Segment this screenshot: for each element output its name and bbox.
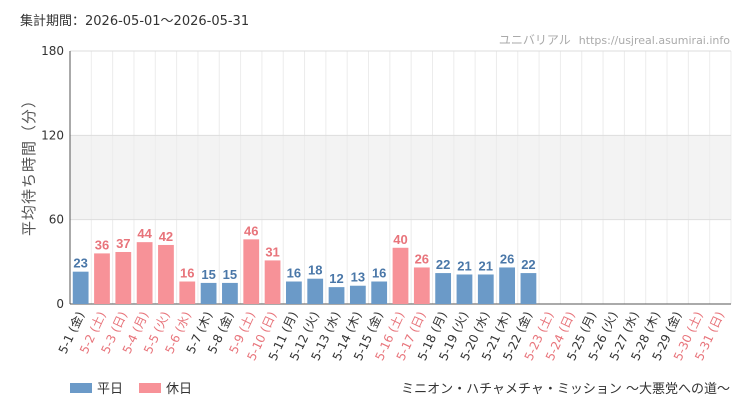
bar bbox=[285, 281, 302, 304]
bar bbox=[392, 247, 409, 304]
y-tick-label: 120 bbox=[41, 128, 64, 142]
bar bbox=[179, 281, 196, 304]
bar-value-label: 16 bbox=[287, 266, 301, 281]
site-url: https://usjreal.asumirai.info bbox=[578, 34, 730, 47]
bar bbox=[328, 287, 345, 304]
bar bbox=[349, 285, 366, 304]
bar bbox=[115, 251, 132, 304]
bar bbox=[520, 273, 537, 304]
bar-value-label: 26 bbox=[415, 251, 429, 266]
bar-value-label: 13 bbox=[351, 270, 365, 285]
legend-weekday-swatch bbox=[70, 382, 92, 393]
bar-value-label: 15 bbox=[201, 267, 215, 282]
bar bbox=[456, 274, 473, 304]
bar-value-label: 18 bbox=[308, 263, 322, 278]
bar-value-label: 26 bbox=[500, 251, 514, 266]
bar-value-label: 22 bbox=[436, 257, 450, 272]
bar bbox=[413, 267, 430, 304]
bar bbox=[158, 244, 174, 304]
bar bbox=[371, 281, 388, 304]
bar-value-label: 40 bbox=[393, 232, 407, 247]
bar-value-label: 16 bbox=[180, 266, 194, 281]
attraction-name: ミニオン・ハチャメチャ・ミッション ～大悪党への道～ bbox=[401, 382, 730, 397]
site-credit: ユニバリアル https://usjreal.asumirai.info bbox=[499, 31, 730, 48]
legend-weekday-label: 平日 bbox=[97, 382, 124, 397]
bar bbox=[243, 239, 260, 304]
bar-value-label: 36 bbox=[95, 237, 109, 252]
bar bbox=[200, 282, 217, 304]
bar bbox=[499, 267, 516, 304]
bar bbox=[222, 282, 238, 304]
bar bbox=[307, 278, 324, 304]
bar-value-label: 37 bbox=[116, 236, 130, 251]
bar bbox=[435, 273, 452, 304]
bar-value-label: 21 bbox=[457, 258, 471, 273]
bar bbox=[72, 271, 89, 304]
bar-value-label: 23 bbox=[73, 256, 87, 271]
y-tick-label: 180 bbox=[41, 44, 64, 58]
legend: 平日 休日 bbox=[70, 378, 208, 397]
bar-value-label: 16 bbox=[372, 266, 386, 281]
legend-holiday-swatch bbox=[139, 382, 162, 393]
bar-value-label: 22 bbox=[521, 257, 535, 272]
bar bbox=[94, 253, 110, 304]
y-tick-label: 0 bbox=[56, 297, 64, 311]
bar bbox=[136, 242, 153, 304]
bar-value-label: 46 bbox=[244, 223, 258, 238]
bar-value-label: 12 bbox=[329, 271, 343, 286]
bar-value-label: 31 bbox=[265, 244, 279, 259]
site-name: ユニバリアル bbox=[498, 33, 571, 47]
period-label: 集計期間：2026-05-01～2026-05-31 bbox=[20, 14, 250, 29]
bar bbox=[264, 260, 281, 304]
bar-value-label: 21 bbox=[479, 258, 493, 273]
legend-holiday: 休日 bbox=[139, 378, 192, 397]
y-tick-label: 60 bbox=[49, 213, 64, 227]
bar-value-label: 15 bbox=[223, 267, 237, 282]
legend-holiday-label: 休日 bbox=[166, 382, 193, 397]
bar-value-label: 42 bbox=[159, 229, 173, 244]
bar bbox=[477, 274, 494, 304]
band-60-120 bbox=[70, 135, 731, 220]
bar-value-label: 44 bbox=[137, 226, 152, 241]
legend-weekday: 平日 bbox=[70, 378, 123, 397]
